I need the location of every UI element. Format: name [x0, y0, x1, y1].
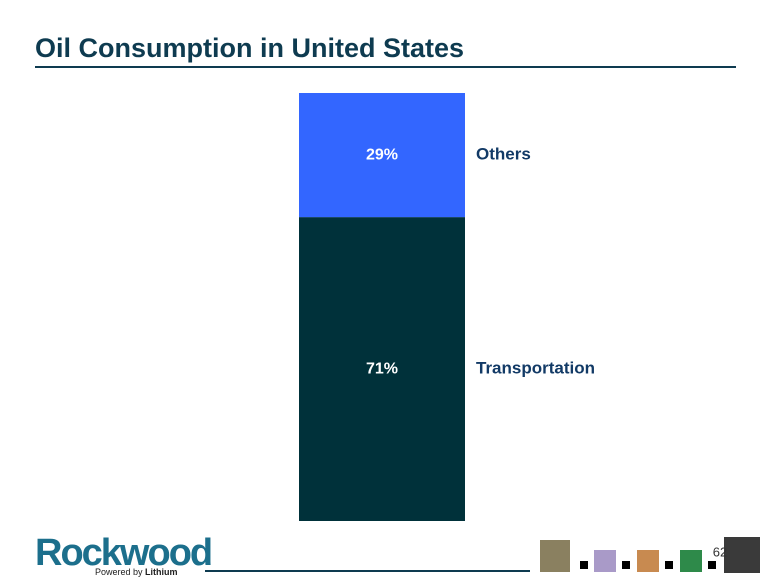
bullet	[580, 561, 588, 569]
logo-tagline: Powered by Lithium	[95, 567, 178, 577]
bullet	[665, 561, 673, 569]
tagline-brand: Lithium	[145, 567, 178, 577]
image-tile	[540, 540, 570, 572]
legend-label: Others	[476, 145, 531, 164]
bar-segment	[299, 217, 465, 521]
tagline: Powered by	[95, 567, 143, 577]
bullet	[708, 561, 716, 569]
bullet	[622, 561, 630, 569]
chart-title: Oil Consumption in United States	[35, 33, 464, 63]
logo-name: Rockwood	[35, 532, 211, 574]
logo: Rockwood Powered by Lithium	[35, 532, 213, 577]
image-tile	[724, 537, 760, 573]
bar-segment	[299, 93, 465, 218]
footer-images	[540, 537, 760, 573]
image-tile	[680, 550, 702, 572]
page-number: 62	[713, 544, 727, 559]
image-tile	[594, 550, 616, 572]
value-label: 29%	[366, 146, 398, 163]
value-label: 71%	[366, 360, 398, 377]
image-tile	[637, 550, 659, 572]
legend-label: Transportation	[476, 359, 595, 378]
